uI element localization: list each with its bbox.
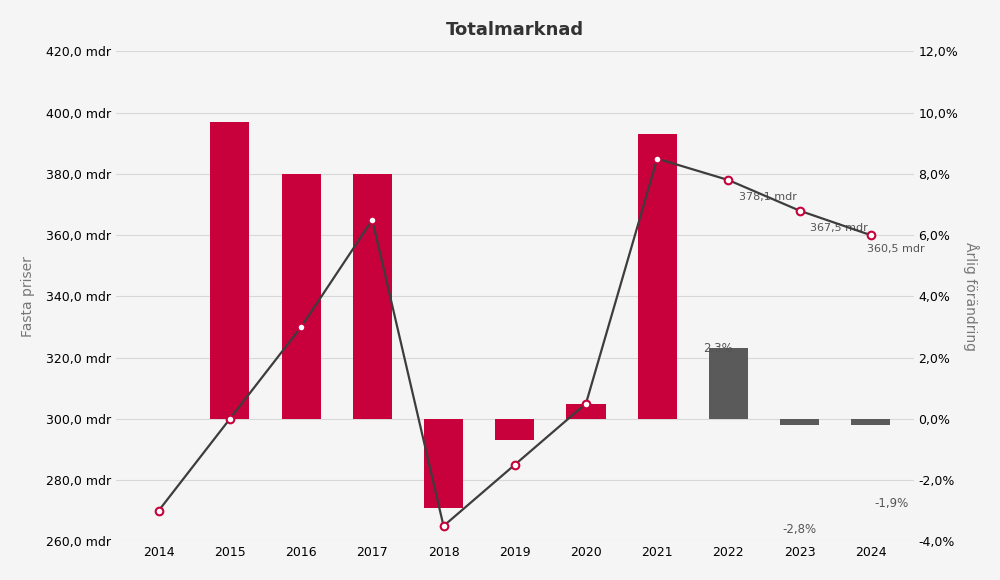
Text: 378,1 mdr: 378,1 mdr xyxy=(739,193,797,202)
Bar xyxy=(424,419,463,508)
Text: -2,8%: -2,8% xyxy=(783,523,817,536)
Text: -1,9%: -1,9% xyxy=(874,497,909,510)
Text: 360,5 mdr: 360,5 mdr xyxy=(867,244,925,255)
Bar xyxy=(282,174,321,419)
Bar xyxy=(353,174,392,419)
Title: Totalmarknad: Totalmarknad xyxy=(446,21,584,39)
Bar xyxy=(709,349,748,419)
Text: 367,5 mdr: 367,5 mdr xyxy=(810,223,868,233)
Bar xyxy=(495,419,534,440)
Bar xyxy=(210,122,249,419)
Bar xyxy=(566,404,606,419)
Y-axis label: Fasta priser: Fasta priser xyxy=(21,256,35,337)
Y-axis label: Årlig förändring: Årlig förändring xyxy=(963,242,979,351)
Text: 2,3%: 2,3% xyxy=(703,342,733,355)
Bar xyxy=(638,134,677,419)
Bar xyxy=(851,419,890,425)
Bar xyxy=(780,419,819,425)
